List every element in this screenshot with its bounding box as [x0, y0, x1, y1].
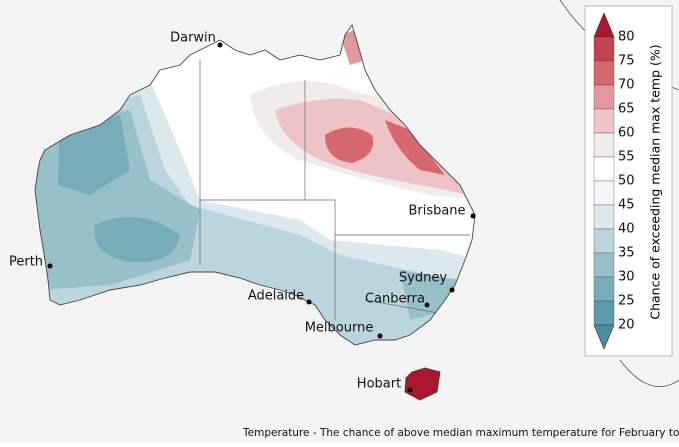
contour-70 [325, 127, 374, 163]
legend-swatch [593, 300, 615, 326]
city-label: Hobart [357, 377, 401, 392]
tasmania [404, 367, 441, 401]
legend-tick-label: 50 [618, 174, 635, 189]
legend-swatch [593, 276, 615, 302]
city-dot [217, 42, 223, 48]
legend-swatch [593, 180, 615, 206]
city-label: Melbourne [305, 321, 374, 336]
state-border [199, 60, 470, 320]
legend-tick-label: 25 [618, 294, 635, 309]
legend: Chance of exceeding median max temp (%) … [584, 5, 673, 357]
legend-swatch [593, 228, 615, 254]
city-label: Sydney [399, 271, 447, 286]
legend-tick-label: 80 [618, 30, 635, 45]
legend-swatch [593, 108, 615, 134]
city-dot [407, 387, 413, 393]
city-dot [470, 213, 476, 219]
city-label: Brisbane [408, 204, 465, 219]
city-dot [449, 287, 455, 293]
legend-tick-label: 75 [618, 54, 635, 69]
legend-swatch [593, 156, 615, 182]
city-dot [424, 302, 430, 308]
contour-25 [94, 217, 180, 263]
city-label: Canberra [365, 292, 425, 307]
legend-tick-label: 60 [618, 126, 635, 141]
legend-tick-label: 65 [618, 102, 635, 117]
coastline [34, 23, 476, 346]
legend-swatch [593, 84, 615, 110]
city-label: Perth [9, 255, 43, 270]
city-label: Adelaide [248, 289, 304, 304]
legend-tick-label: 30 [618, 270, 635, 285]
legend-title: Chance of exceeding median max temp (%) [648, 44, 663, 319]
caption: Temperature - The chance of above median… [242, 427, 679, 439]
legend-swatch [593, 60, 615, 86]
legend-tick-label: 55 [618, 150, 635, 165]
contour-65 [340, 30, 365, 65]
legend-swatch [593, 252, 615, 278]
legend-tick-label: 40 [618, 222, 635, 237]
legend-tick-label: 35 [618, 246, 635, 261]
city-dot [47, 263, 53, 269]
city-dot [377, 333, 383, 339]
legend-tick-label: 45 [618, 198, 635, 213]
legend-swatch [593, 132, 615, 158]
cities: Darwin Brisbane Perth Adelaide Sydney Canberr… [9, 31, 476, 393]
contour-60 [275, 98, 470, 195]
city-dot [306, 299, 312, 305]
legend-swatch [593, 324, 615, 350]
contour-70 [385, 120, 445, 175]
contour-25 [58, 115, 130, 195]
city-label: Darwin [170, 31, 216, 46]
legend-tick-label: 20 [618, 318, 635, 333]
legend-swatch [593, 204, 615, 230]
legend-swatch [593, 36, 615, 62]
legend-tick-label: 70 [618, 78, 635, 93]
coastline-nz [619, 359, 679, 388]
